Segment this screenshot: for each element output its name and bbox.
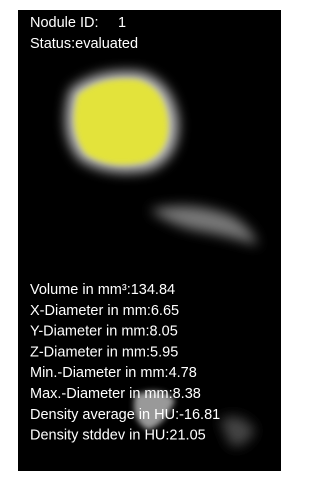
measurement-value: -16.81 <box>179 407 220 423</box>
measurement-label: X-Diameter in mm: <box>30 303 151 319</box>
measurement-value: 6.65 <box>151 303 179 319</box>
measurement-line: Y-Diameter in mm:8.05 <box>30 323 178 339</box>
measurement-line: Density stddev in HU:21.05 <box>30 427 206 443</box>
measurement-line: Max.-Diameter in mm:8.38 <box>30 386 201 402</box>
nodule-status: Status:evaluated <box>30 36 138 52</box>
nodule-segmentation <box>74 79 168 164</box>
measurement-line: X-Diameter in mm:6.65 <box>30 303 179 319</box>
nodule-viewer: Nodule ID: 1 Status:evaluated Volume in … <box>0 0 298 481</box>
measurement-label: Y-Diameter in mm: <box>30 323 150 339</box>
measurement-label: Density average in HU: <box>30 407 179 423</box>
measurement-value: 4.78 <box>169 365 197 381</box>
measurement-label: Z-Diameter in mm: <box>30 344 150 360</box>
measurement-value: 134.84 <box>131 282 175 298</box>
measurement-value: 21.05 <box>169 427 205 443</box>
measurement-value: 5.95 <box>150 344 178 360</box>
measurement-line: Density average in HU:-16.81 <box>30 407 220 423</box>
measurement-line: Z-Diameter in mm:5.95 <box>30 344 178 360</box>
measurement-label: Min.-Diameter in mm: <box>30 365 169 381</box>
page: Nodule ID: 1 Status:evaluated Volume in … <box>0 0 298 481</box>
nodule-id-label: Nodule ID: <box>30 15 99 31</box>
measurement-line: Min.-Diameter in mm:4.78 <box>30 365 197 381</box>
measurement-label: Density stddev in HU: <box>30 427 169 443</box>
measurement-value: 8.38 <box>173 386 201 402</box>
measurement-label: Volume in mm³: <box>30 282 131 298</box>
measurement-line: Volume in mm³:134.84 <box>30 282 175 298</box>
nodule-id: 1 <box>118 15 126 31</box>
measurement-value: 8.05 <box>150 323 178 339</box>
measurement-label: Max.-Diameter in mm: <box>30 386 173 402</box>
